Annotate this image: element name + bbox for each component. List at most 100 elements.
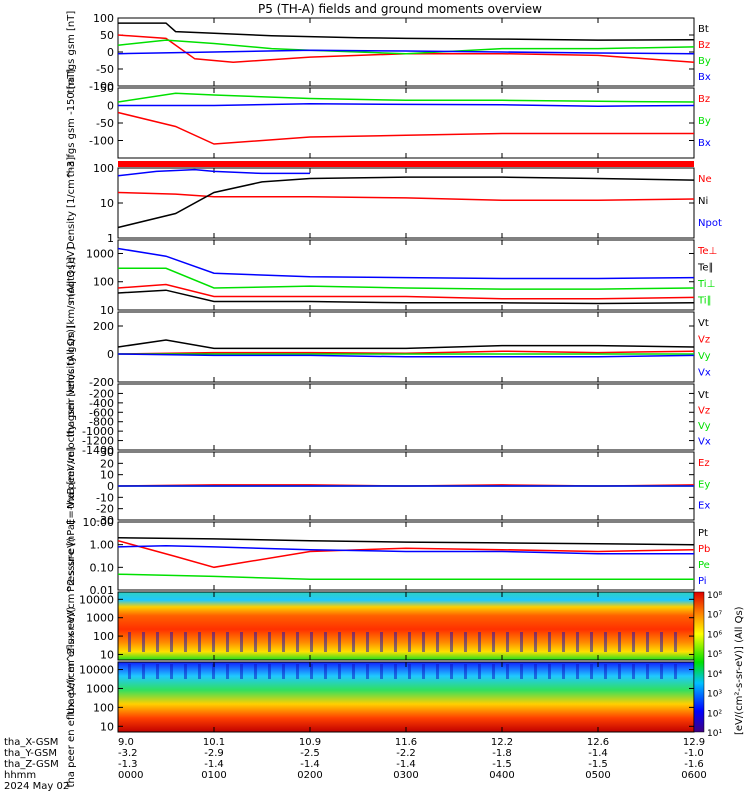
spectrogram-texture: [142, 632, 145, 652]
y-tick-label: 10: [100, 720, 114, 733]
y-tick-label: 1: [107, 232, 114, 245]
y-tick-label: -50: [96, 117, 114, 130]
figure-title: P5 (TH-A) fields and ground moments over…: [258, 2, 542, 16]
spectrogram-texture: [366, 664, 369, 679]
y-axis-label: Pressure [nPa]: [66, 520, 77, 592]
y-tick-label: 100: [93, 12, 114, 25]
y-tick-label: -30: [96, 514, 114, 527]
spectrogram-texture: [450, 664, 453, 679]
legend-entry: Vy: [698, 351, 711, 362]
colorbar-scale: [693, 591, 705, 733]
y-tick-label: 200: [93, 320, 114, 333]
panel-frame: [117, 383, 695, 451]
series-line-Npot: [117, 168, 310, 177]
panel-8: 10000 1000 100 10 tha peir en eflux eV/(cm^2…: [66, 537, 695, 715]
spectrogram-texture: [604, 632, 607, 652]
spectrogram-texture: [198, 632, 201, 652]
spectrogram-texture: [450, 632, 453, 652]
y-tick-label: -400: [89, 397, 114, 410]
spectrogram-texture: [632, 664, 635, 679]
colorbar-tick-label: 10⁵: [707, 650, 722, 660]
spectrogram-texture: [422, 664, 425, 679]
spectrogram-texture: [646, 632, 649, 652]
spectrogram-texture: [674, 664, 677, 679]
y-tick-label: 100: [93, 162, 114, 175]
spectrogram-texture: [296, 664, 299, 679]
spectrogram-texture: [254, 664, 257, 679]
y-tick-label: 50: [100, 82, 114, 95]
spectrogram-image: [118, 592, 694, 660]
spectrogram-texture: [282, 632, 285, 652]
legend-entry: Ni: [698, 196, 708, 207]
y-axis-label: tha fgs gsm [nT]: [66, 11, 77, 94]
spectrogram-texture: [324, 664, 327, 679]
separator-bar: [118, 161, 694, 167]
ephemeris-value: 12.6: [587, 737, 609, 748]
spectrogram-texture: [170, 632, 173, 652]
colorbar-label: [eV/(cm²-s-sr-eV)] (All Qs): [734, 606, 745, 735]
y-tick-label: -100: [89, 135, 114, 148]
colorbar-tick-label: 10⁶: [707, 630, 722, 640]
y-axis-label: tha fgs gsm -150 [nT]: [66, 69, 77, 178]
panel-0: 100 50 0 -50 -100 tha fgs gsm [nT] Bt Bz By Bx: [66, 11, 711, 94]
legend-entry: Ne: [698, 174, 712, 185]
spectrogram-texture: [562, 664, 565, 679]
spectrogram-texture: [604, 664, 607, 679]
series-line-Bz: [117, 34, 695, 63]
ephemeris-value: -3.2: [118, 748, 138, 759]
spectrogram-texture: [660, 664, 663, 679]
spectrogram-texture: [156, 632, 159, 652]
spectrogram-texture: [296, 632, 299, 652]
y-tick-label: -1000: [82, 425, 114, 438]
spectrogram-texture: [324, 632, 327, 652]
series-line-Bx: [118, 103, 695, 107]
spectrogram-texture: [576, 664, 579, 679]
legend-entry: Ez: [698, 458, 710, 469]
spectrogram-texture: [548, 632, 551, 652]
ephemeris-value: 0000: [118, 770, 143, 781]
colorbar-tick-label: 10⁸: [707, 591, 722, 601]
series-line-Pi: [117, 544, 694, 555]
y-tick-label: -800: [89, 416, 114, 429]
legend-entry: Bz: [698, 40, 710, 51]
ephemeris-label: 2024 May 02: [4, 781, 69, 792]
ephemeris-value: -1.6: [684, 759, 704, 770]
spectrogram-texture: [226, 664, 229, 679]
legend-entry: Ti∥: [697, 296, 712, 307]
spectrogram-texture: [338, 664, 341, 679]
spectrogram-texture: [618, 664, 621, 679]
spectrogram-texture: [282, 664, 285, 679]
spectrogram-texture: [184, 632, 187, 652]
spectrogram-texture: [380, 664, 383, 679]
ephemeris-value: 0200: [297, 770, 322, 781]
y-tick-label: 10000: [79, 664, 114, 677]
legend-entry: Te∥: [697, 263, 714, 274]
legend-entry: Vz: [698, 335, 710, 346]
y-tick-label: 1000: [86, 612, 114, 625]
spectrogram-texture: [464, 632, 467, 652]
spectrogram-texture: [128, 664, 131, 679]
ephemeris-label: tha_Z-GSM: [4, 759, 59, 770]
y-axis-label: E=-VxB [mV/m]: [66, 447, 77, 525]
y-tick-label: 10: [100, 197, 114, 210]
y-axis-label: moqt3 [eV]: [66, 247, 77, 304]
panel-7: 10.00 1.00 0.10 0.01 Pressure [nPa] Pt Pb Pe Pi: [66, 516, 710, 597]
y-tick-label: -100: [89, 80, 114, 93]
spectrogram-texture: [506, 632, 509, 652]
legend-entry: Bz: [698, 94, 710, 105]
y-tick-label: -1200: [82, 435, 114, 448]
panel-2: 100 10 1 Density [1/cm^-3] Ne Ni Npot: [66, 157, 722, 249]
y-tick-label: -200: [89, 376, 114, 389]
ephemeris-value: -1.4: [300, 759, 320, 770]
spectrogram-texture: [660, 632, 663, 652]
spectrogram-texture: [506, 664, 509, 679]
spectrogram-texture: [142, 664, 145, 679]
spectrogram-texture: [422, 632, 425, 652]
spectrogram-texture: [240, 664, 243, 679]
spectrogram-texture: [352, 632, 355, 652]
spectrogram-texture: [436, 664, 439, 679]
ephemeris-value: -1.5: [492, 759, 512, 770]
